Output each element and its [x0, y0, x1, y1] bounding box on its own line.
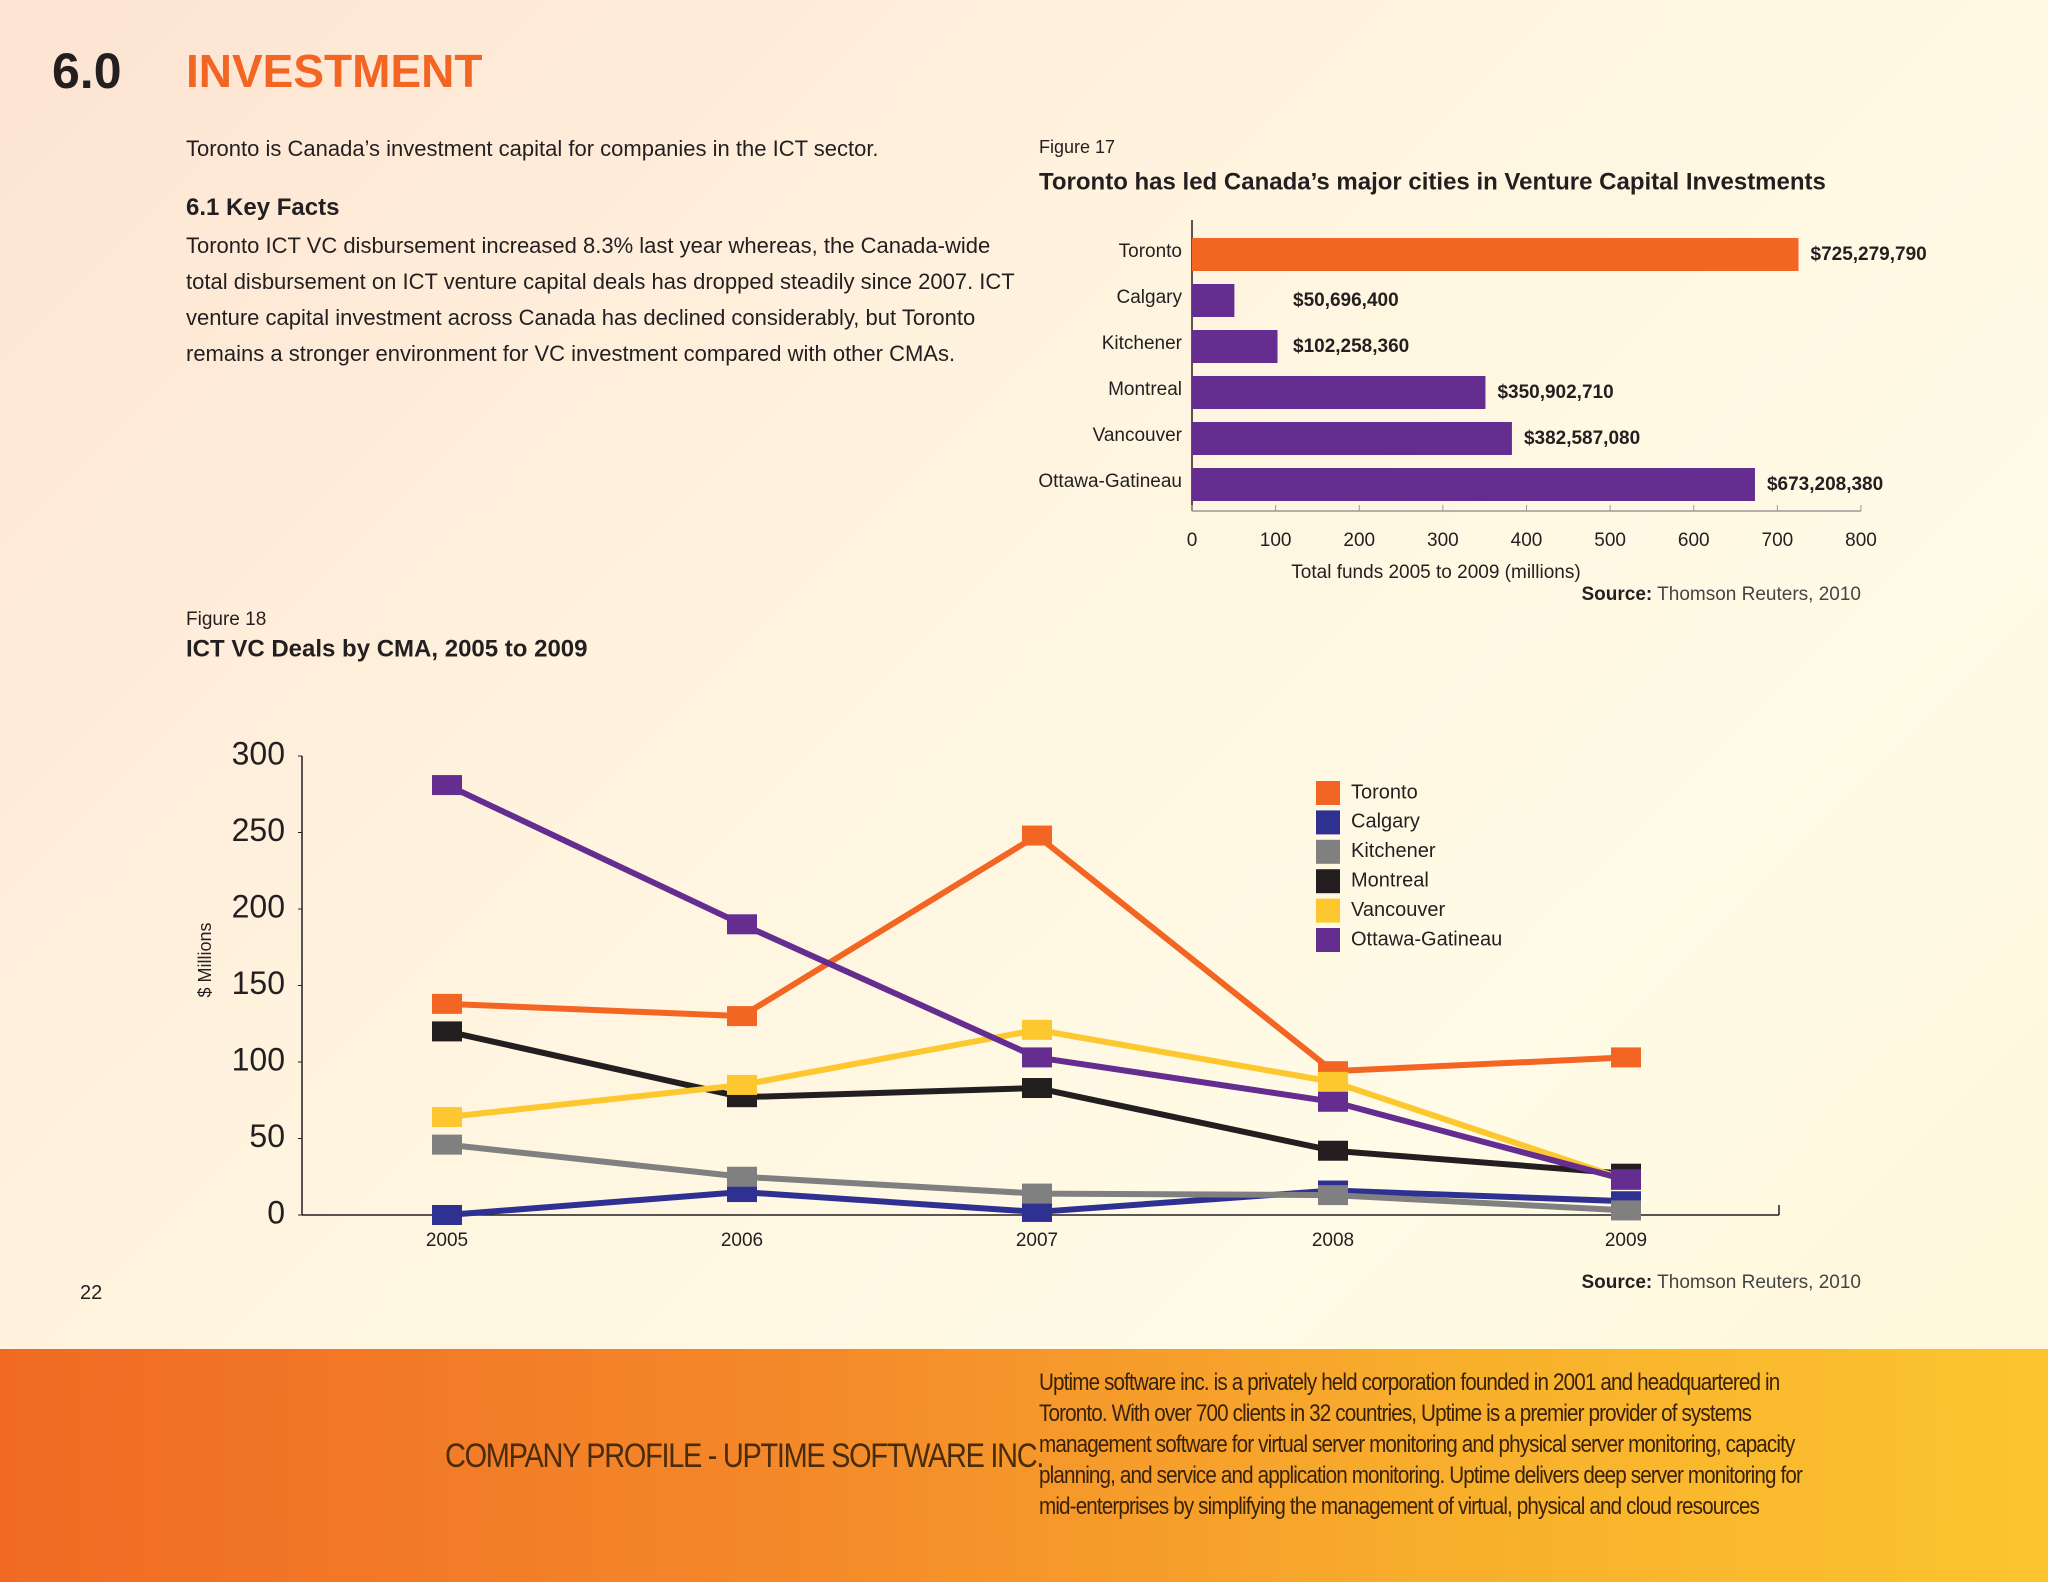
bar [1192, 284, 1235, 317]
page-number: 22 [80, 1282, 103, 1304]
chart-title: ICT VC Deals by CMA, 2005 to 2009 [186, 635, 587, 662]
legend-label: Ottawa-Gatineau [1351, 928, 1502, 950]
data-label: $102,258,360 [1293, 336, 1409, 357]
legend-swatch [1316, 869, 1340, 894]
section-number: 6.0 [52, 43, 122, 99]
data-label: $382,587,080 [1524, 428, 1640, 449]
y-tick-label: Vancouver [1093, 425, 1183, 446]
figure-label: Figure 17 [1039, 137, 1115, 157]
bar [1192, 468, 1755, 501]
y-tick-label: Ottawa-Gatineau [1038, 471, 1182, 492]
subheading: 6.1 Key Facts [186, 194, 340, 221]
x-tick-label: 2008 [1312, 1230, 1354, 1251]
bar [1192, 330, 1278, 363]
x-tick-label: 700 [1762, 530, 1794, 551]
legend-swatch [1316, 928, 1340, 952]
data-label: $673,208,380 [1767, 474, 1883, 495]
x-tick-label: 300 [1427, 530, 1459, 551]
legend-label: Kitchener [1351, 840, 1436, 862]
marker [727, 1006, 757, 1027]
marker [432, 1107, 462, 1128]
legend-label: Vancouver [1351, 899, 1445, 921]
marker [1022, 825, 1052, 846]
marker [432, 993, 462, 1014]
bar [1192, 238, 1799, 271]
source: Source: Thomson Reuters, 2010 [1581, 584, 1861, 605]
x-tick-label: 200 [1343, 530, 1375, 551]
x-tick-label: 2009 [1605, 1230, 1647, 1251]
y-tick-label: 150 [232, 965, 285, 1001]
x-axis-label: Total funds 2005 to 2009 (millions) [1291, 562, 1580, 583]
bar [1192, 422, 1512, 455]
y-tick-label: Montreal [1108, 379, 1182, 400]
y-tick-label: 100 [232, 1041, 285, 1077]
legend-swatch [1316, 839, 1340, 864]
footer: COMPANY PROFILE - UPTIME SOFTWARE INC. U… [0, 1349, 2048, 1582]
data-label: $725,279,790 [1811, 244, 1927, 265]
x-tick-label: 500 [1594, 530, 1626, 551]
y-tick-label: 250 [232, 812, 285, 848]
y-tick-label: 50 [249, 1118, 285, 1154]
section-title: INVESTMENT [186, 45, 483, 97]
marker [1022, 1019, 1052, 1040]
legend-label: Montreal [1351, 869, 1429, 891]
marker [1611, 1047, 1641, 1068]
data-label: $350,902,710 [1497, 382, 1613, 403]
x-tick-label: 2005 [426, 1230, 468, 1251]
y-axis-label: $ Millions [195, 922, 215, 997]
marker [432, 1134, 462, 1155]
source-text: Thomson Reuters, 2010 [1657, 584, 1861, 605]
legend-label: Toronto [1351, 781, 1418, 803]
y-tick-label: 200 [232, 888, 285, 924]
marker [727, 914, 757, 935]
marker [1318, 1185, 1348, 1206]
source-label: Source: [1581, 584, 1652, 605]
footer-title: COMPANY PROFILE - UPTIME SOFTWARE INC. [445, 1437, 1044, 1475]
charts: Figure 17 Toronto has led Canada’s major … [186, 137, 1927, 1293]
marker [432, 1205, 462, 1225]
marker [727, 1166, 757, 1187]
marker [1022, 1047, 1052, 1068]
y-tick-label: Calgary [1117, 287, 1183, 308]
marker [1318, 1140, 1348, 1161]
legend-swatch [1316, 810, 1340, 835]
source: Source: Thomson Reuters, 2010 [1581, 1272, 1861, 1293]
data-label: $50,696,400 [1293, 290, 1399, 311]
chart-title: Toronto has led Canada’s major cities in… [1039, 168, 1826, 195]
marker [1022, 1183, 1052, 1204]
y-tick-label: Kitchener [1102, 333, 1183, 354]
x-tick-label: 100 [1260, 530, 1292, 551]
y-tick-label: Toronto [1119, 241, 1182, 262]
x-tick-label: 2006 [721, 1230, 763, 1251]
intro: Toronto is Canada’s investment capital f… [186, 136, 879, 161]
x-tick-label: 2007 [1016, 1230, 1058, 1251]
y-tick-label: 300 [232, 735, 285, 771]
marker [432, 1021, 462, 1042]
marker [432, 775, 462, 796]
footer-text: Uptime software inc. is a privately held… [1039, 1369, 1803, 1520]
marker [1318, 1071, 1348, 1092]
marker [727, 1074, 757, 1095]
bar [1192, 376, 1486, 409]
marker [1611, 1169, 1641, 1190]
x-tick-label: 800 [1845, 530, 1877, 551]
y-tick-label: 0 [267, 1194, 285, 1230]
marker [1611, 1200, 1641, 1221]
legend-label: Calgary [1351, 811, 1420, 833]
marker [1022, 1201, 1052, 1222]
x-tick-label: 0 [1187, 530, 1198, 551]
legend-swatch [1316, 898, 1340, 923]
marker [1318, 1091, 1348, 1112]
source-text: Thomson Reuters, 2010 [1657, 1272, 1861, 1293]
marker [727, 1182, 757, 1203]
x-tick-label: 600 [1678, 530, 1710, 551]
paragraph: Toronto ICT VC disbursement increased 8.… [186, 233, 1015, 366]
source-label: Source: [1581, 1272, 1652, 1293]
marker [1022, 1078, 1052, 1099]
figure-label: Figure 18 [186, 609, 266, 630]
x-tick-label: 400 [1511, 530, 1543, 551]
legend-swatch [1316, 781, 1340, 805]
